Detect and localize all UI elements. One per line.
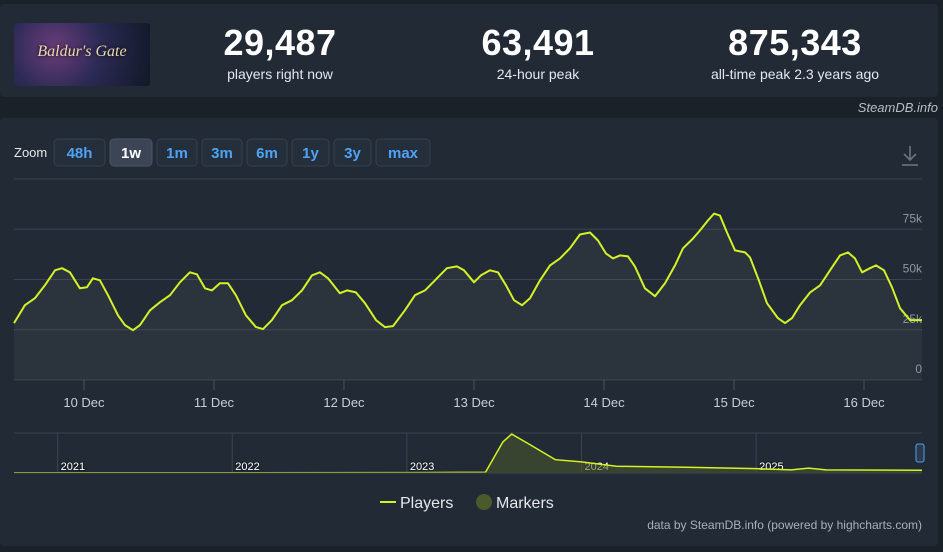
y-tick-label: 75k xyxy=(903,211,923,225)
zoom-button-label[interactable]: max xyxy=(388,145,419,162)
navigator-line xyxy=(14,433,923,474)
y-tick-label: 50k xyxy=(903,262,923,276)
legend-item[interactable]: Markers xyxy=(476,494,554,512)
zoom-button-label[interactable]: 6m xyxy=(256,145,278,162)
zoom-label: Zoom xyxy=(14,145,47,160)
navigator-tick-label: 2023 xyxy=(410,461,434,473)
legend-item[interactable]: Players xyxy=(380,495,453,512)
stat-value: 29,487 xyxy=(223,22,337,63)
x-tick-label: 16 Dec xyxy=(843,395,885,410)
x-tick-label: 12 Dec xyxy=(323,395,365,410)
game-logo: Baldur's Gate xyxy=(37,43,127,60)
x-tick-label: 11 Dec xyxy=(194,395,235,410)
legend-label: Markers xyxy=(496,495,554,512)
chart-panel xyxy=(0,118,938,546)
navigator-area xyxy=(14,434,922,473)
zoom-button[interactable] xyxy=(246,138,288,167)
zoom-button-label[interactable]: 3y xyxy=(344,145,361,162)
legend-label: Players xyxy=(400,495,453,512)
navigator-tick-label: 2022 xyxy=(235,461,259,473)
legend-symbol xyxy=(476,494,492,510)
line xyxy=(13,212,922,332)
brand[interactable]: SteamDB.info xyxy=(857,100,938,115)
x-tick-label: 15 Dec xyxy=(713,395,755,410)
zoom-button[interactable] xyxy=(201,138,243,167)
zoom-button[interactable] xyxy=(333,138,372,167)
navigator-handle[interactable] xyxy=(915,443,925,463)
zoom-button-label[interactable]: 48h xyxy=(67,145,93,162)
zoom-button[interactable] xyxy=(375,138,431,167)
stats-panel: Baldur's Gate 29,487 players right now 63… xyxy=(0,4,938,97)
stat: 29,487 players right now xyxy=(150,22,410,82)
zoom-button-label[interactable]: 1w xyxy=(121,145,141,162)
x-tick-label: 13 Dec xyxy=(453,395,495,410)
stat-label: players right now xyxy=(227,66,333,82)
zoom-button[interactable] xyxy=(291,138,330,167)
zoom-button[interactable] xyxy=(109,138,153,167)
zoom-button-label[interactable]: 1y xyxy=(302,145,319,162)
area xyxy=(14,213,922,380)
zoom-button-label[interactable]: 3m xyxy=(211,145,233,162)
zoom-button[interactable] xyxy=(53,138,106,167)
stat: 875,343 all-time peak 2.3 years ago xyxy=(665,22,925,82)
stat-value: 875,343 xyxy=(728,22,862,63)
zoom-button[interactable] xyxy=(156,138,198,167)
download-icon[interactable] xyxy=(902,146,918,166)
navigator-tick-label: 2021 xyxy=(61,461,85,473)
y-tick-label: 0 xyxy=(915,362,922,376)
credit: data by SteamDB.info (powered by highcha… xyxy=(647,518,922,532)
stat: 63,491 24-hour peak xyxy=(408,22,668,82)
x-tick-label: 14 Dec xyxy=(583,395,625,410)
zoom-button-label[interactable]: 1m xyxy=(166,145,188,162)
stat-label: all-time peak 2.3 years ago xyxy=(710,66,880,82)
x-tick-label: 10 Dec xyxy=(63,395,105,410)
stat-value: 63,491 xyxy=(481,22,595,63)
y-tick-label: 25k xyxy=(903,312,923,326)
stat-label: 24-hour peak xyxy=(496,66,580,82)
game-image[interactable]: Baldur's Gate xyxy=(14,23,150,86)
